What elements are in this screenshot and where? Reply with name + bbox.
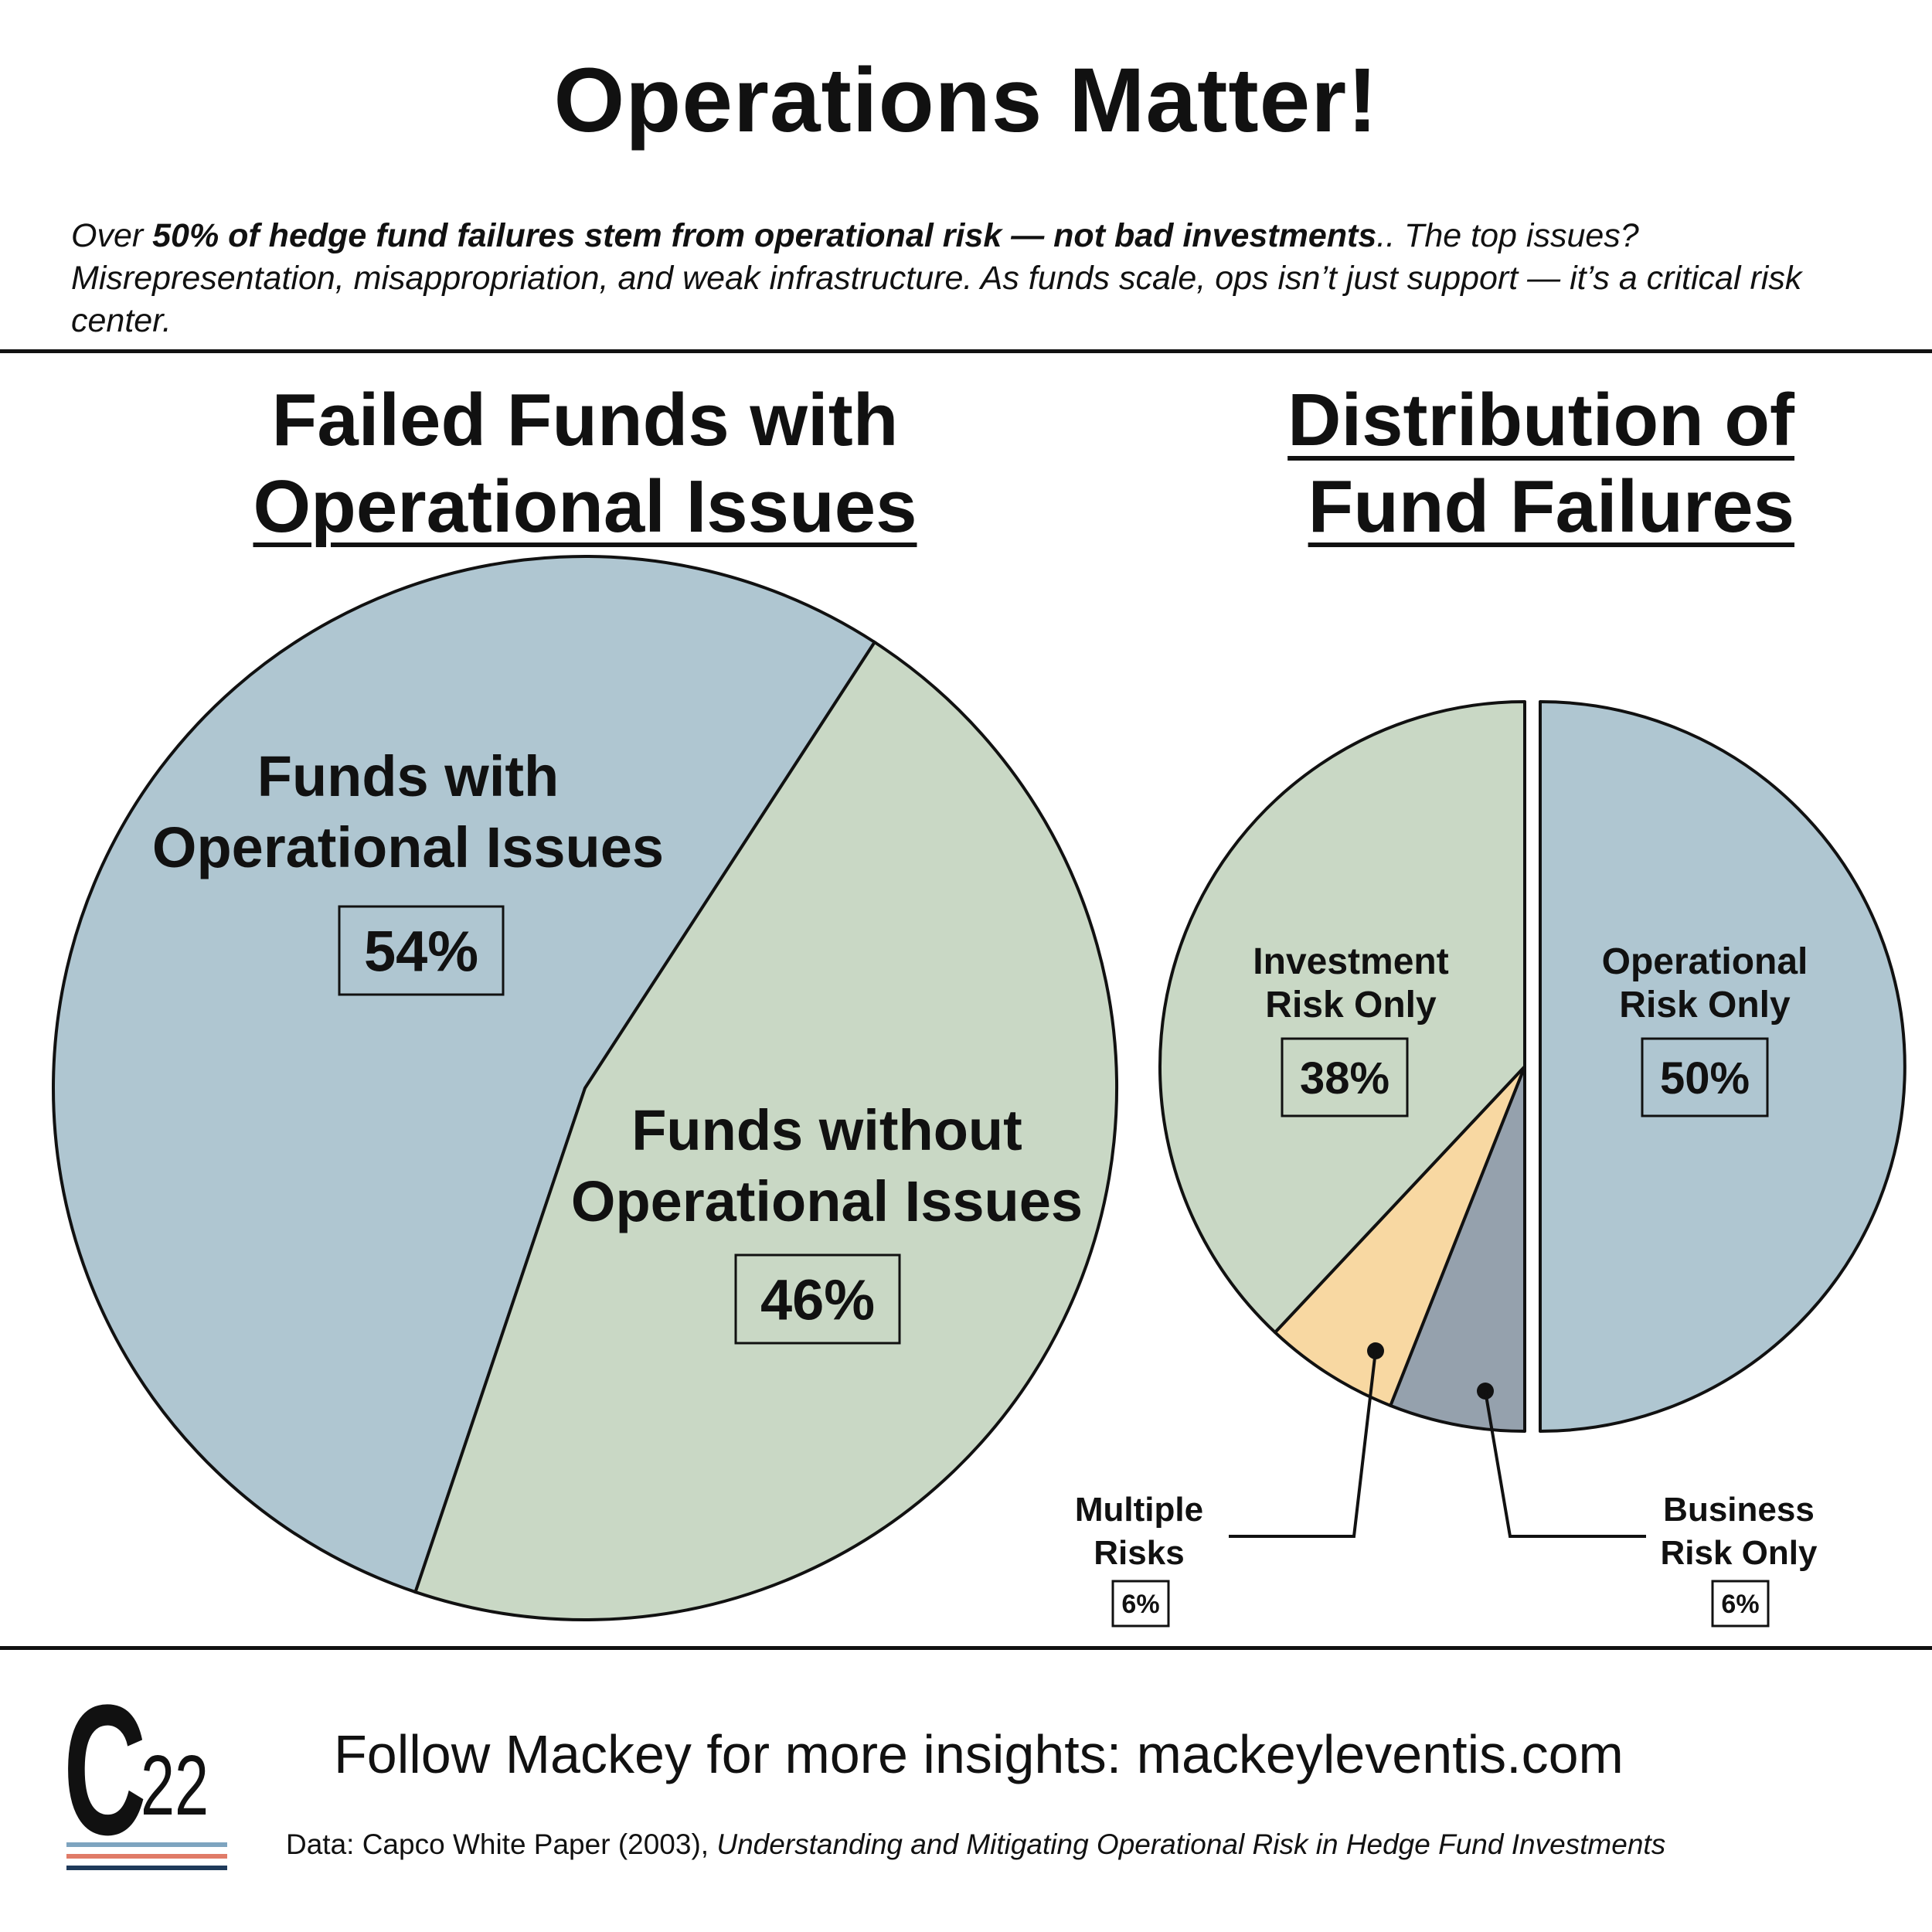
left-slice-label-funds-with-operational-issues: Funds with Operational Issues xyxy=(152,744,664,879)
left-chart-title: Failed Funds with Operational Issues xyxy=(116,377,1054,550)
right-slice-label-operational-risk-only: Operational Risk Only xyxy=(1602,941,1808,1026)
right-slice-value-multiple-risks: 6% xyxy=(1121,1590,1159,1619)
left-pie-chart xyxy=(52,554,1118,1621)
pie-slice-funds-without-operational-issues xyxy=(413,640,1118,1621)
follow-text[interactable]: Follow Mackey for more insights: mackeyl… xyxy=(334,1724,1624,1784)
left-slice-value-funds-with-operational-issues-box xyxy=(338,905,505,996)
logo-stripe-1 xyxy=(66,1842,227,1847)
right-slice-label-multiple-risks: Multiple Risks xyxy=(1075,1491,1203,1572)
pie-slice-operational-risk-only xyxy=(1539,700,1906,1433)
logo-stripe-3 xyxy=(66,1866,227,1870)
pie-slice-business-risk-only xyxy=(1389,1065,1526,1433)
intro-text-post: .. The top issues? Misrepresentation, mi… xyxy=(71,217,1802,339)
right-chart-title-line-2: Fund Failures xyxy=(1308,465,1794,548)
pie-slice-funds-with-operational-issues xyxy=(52,554,877,1594)
right-slice-value-business-risk-only-box xyxy=(1711,1580,1770,1628)
logo-number: 22 xyxy=(141,1738,209,1833)
right-slice-value-operational-risk-only: 50% xyxy=(1660,1053,1750,1104)
source-citation: Data: Capco White Paper (2003), Understa… xyxy=(286,1828,1665,1862)
right-slice-value-investment-risk-only: 38% xyxy=(1300,1053,1389,1104)
right-slice-value-operational-risk-only-box xyxy=(1641,1037,1769,1117)
right-slice-value-investment-risk-only-box xyxy=(1281,1037,1409,1117)
bottom-divider xyxy=(0,1646,1932,1650)
intro-text-pre: Over xyxy=(71,217,153,254)
intro-paragraph: Over 50% of hedge fund failures stem fro… xyxy=(71,215,1910,342)
page-title: Operations Matter! xyxy=(553,49,1379,151)
right-chart-title-line-1: Distribution of xyxy=(1287,379,1794,461)
left-slice-value-funds-without-operational-issues: 46% xyxy=(760,1268,875,1332)
left-chart-title-line-2: Operational Issues xyxy=(253,465,917,548)
left-slice-value-funds-without-operational-issues-box xyxy=(734,1253,901,1345)
top-divider xyxy=(0,349,1932,353)
chart-labels: Funds with Operational Issues 54% Funds wit… xyxy=(152,744,1818,1628)
right-slice-label-investment-risk-only: Investment Risk Only xyxy=(1253,941,1448,1026)
source-title: Understanding and Mitigating Operational… xyxy=(716,1828,1666,1860)
right-slice-value-multiple-risks-box xyxy=(1111,1580,1170,1628)
logo-letter: C xyxy=(63,1666,147,1873)
pie-slice-multiple-risks xyxy=(1273,1065,1526,1407)
source-plain: Data: Capco White Paper (2003), xyxy=(286,1828,717,1860)
intro-text-bold: 50% of hedge fund failures stem from ope… xyxy=(152,217,1377,254)
left-chart-title-line-1: Failed Funds with xyxy=(271,379,899,461)
right-chart-title: Distribution of Fund Failures xyxy=(1159,377,1794,550)
pie-slice-investment-risk-only xyxy=(1158,700,1526,1335)
multiple-risks-leader xyxy=(1229,1350,1377,1538)
right-slice-value-business-risk-only: 6% xyxy=(1721,1590,1759,1619)
left-slice-label-funds-without-operational-issues: Funds without Operational Issues xyxy=(571,1098,1083,1233)
left-slice-value-funds-with-operational-issues: 54% xyxy=(364,920,478,984)
right-slice-label-business-risk-only: Business Risk Only xyxy=(1661,1491,1818,1572)
right-pie-chart xyxy=(1158,700,1906,1433)
logo-stripe-2 xyxy=(66,1854,227,1859)
business-risk-leader xyxy=(1484,1390,1646,1538)
